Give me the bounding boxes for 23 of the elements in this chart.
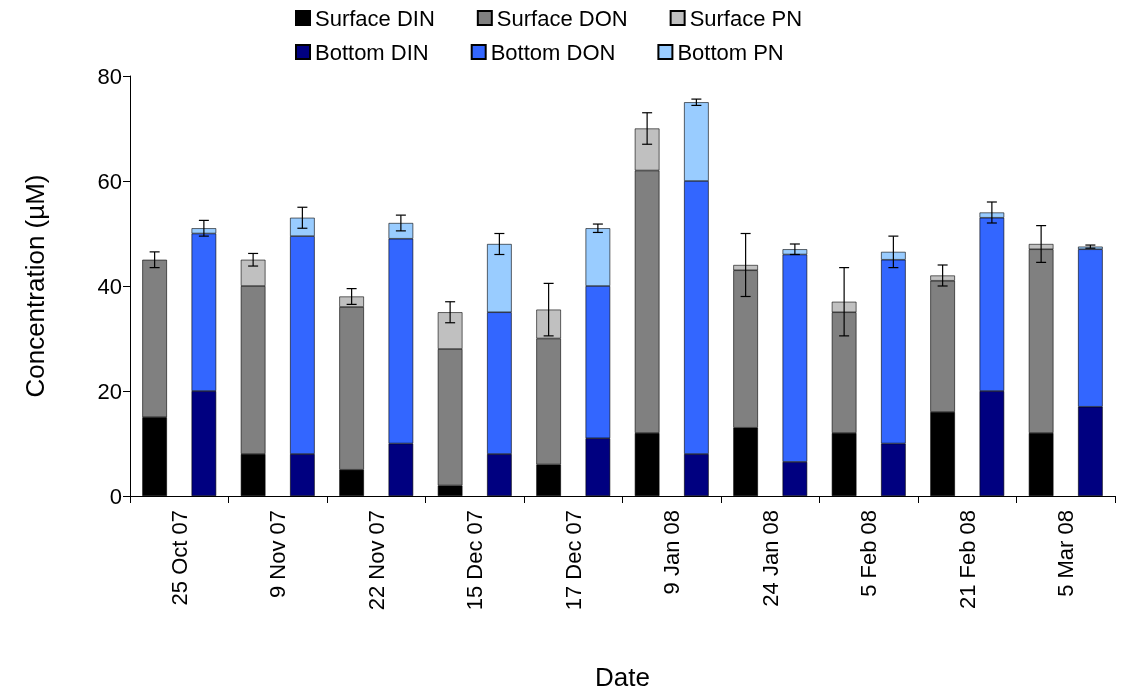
x-tick-label: 9 Nov 07	[265, 510, 291, 599]
x-tick-label: 9 Jan 08	[659, 510, 685, 595]
x-tick-label: 21 Feb 08	[954, 510, 980, 610]
x-tick-label: 17 Dec 07	[560, 510, 586, 611]
legend-label: Bottom PN	[677, 39, 784, 65]
y-axis-title: Concentration (µM)	[20, 174, 50, 398]
y-tick-label: 60	[97, 168, 122, 194]
x-tick-label: 24 Jan 08	[757, 510, 783, 607]
y-tick-label: 40	[97, 273, 122, 299]
x-axis-title: Date	[595, 662, 650, 692]
y-tick-label: 80	[97, 63, 122, 89]
legend-label: Bottom DIN	[315, 39, 429, 65]
legend-label: Surface DON	[496, 5, 628, 31]
y-tick-label: 20	[97, 378, 122, 404]
x-tick-label: 25 Oct 07	[166, 510, 192, 606]
legend-label: Surface PN	[689, 5, 803, 31]
x-tick-label: 22 Nov 07	[363, 510, 389, 611]
x-tick-label: 5 Feb 08	[856, 510, 882, 597]
y-tick-label: 0	[109, 483, 122, 509]
legend-label: Surface DIN	[315, 5, 435, 31]
x-tick-label: 5 Mar 08	[1053, 510, 1079, 597]
x-tick-label: 15 Dec 07	[462, 510, 488, 611]
legend-label: Bottom DON	[490, 39, 616, 65]
